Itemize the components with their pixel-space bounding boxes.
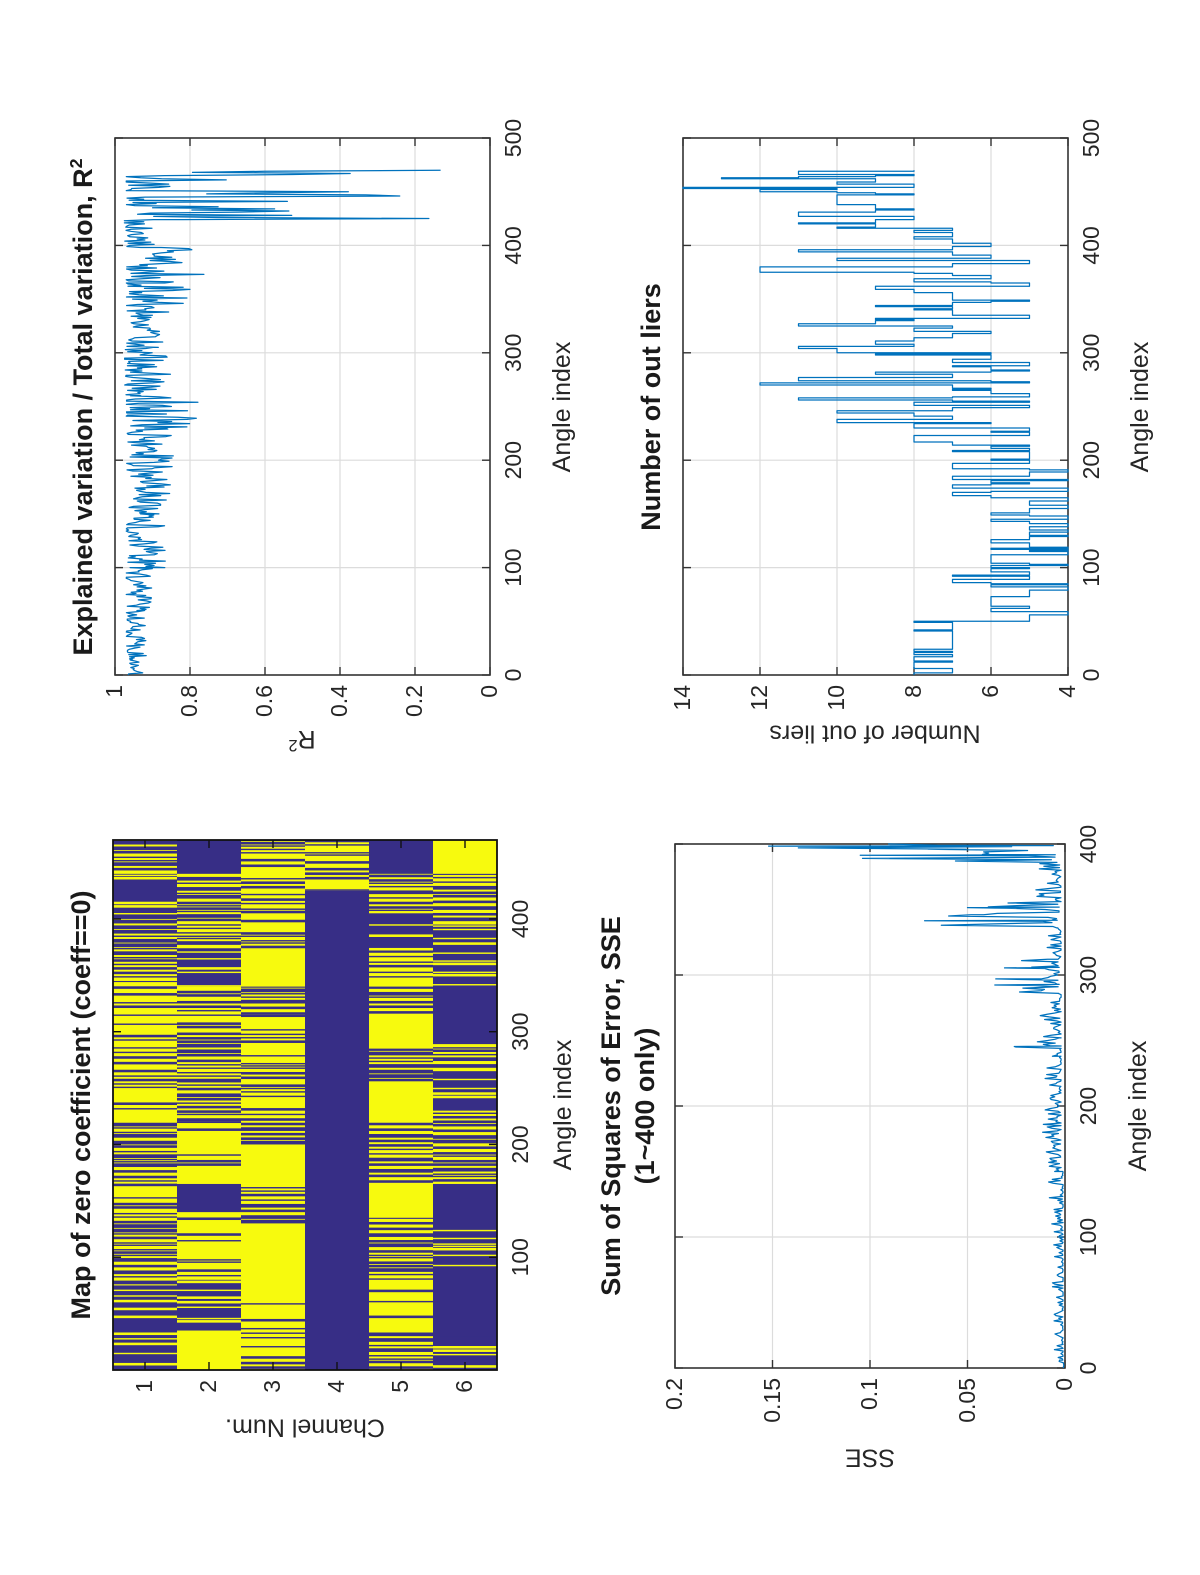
y-tick-label: 12 bbox=[746, 685, 772, 711]
map-xlabel: Angle index bbox=[549, 1039, 577, 1171]
y-tick-label: 4 bbox=[1054, 685, 1080, 698]
x-tick-label: 200 bbox=[507, 1125, 533, 1164]
x-tick-label: 300 bbox=[500, 333, 526, 372]
y-tick-label: 8 bbox=[900, 685, 926, 698]
y-tick-label: 0.2 bbox=[401, 685, 427, 717]
y-tick-label: 14 bbox=[669, 685, 695, 711]
x-tick-label: 400 bbox=[1075, 824, 1101, 864]
x-tick-label: 300 bbox=[1075, 955, 1101, 995]
r2-xlabel: Angle index bbox=[548, 341, 576, 473]
map-ylabel: Channel Num. bbox=[225, 1413, 385, 1442]
x-tick-label: 400 bbox=[500, 226, 526, 265]
y-tick-label: 3 bbox=[259, 1380, 285, 1393]
r2-line-plot bbox=[114, 137, 491, 676]
x-tick-label: 100 bbox=[507, 1238, 533, 1277]
x-tick-label: 400 bbox=[507, 899, 533, 939]
y-tick-label: 0.1 bbox=[856, 1378, 882, 1410]
map-title: Map of zero coefficient (coeff==0) bbox=[66, 890, 96, 1320]
y-tick-label: 6 bbox=[977, 685, 1003, 698]
x-tick-label: 200 bbox=[500, 441, 526, 480]
x-tick-label: 0 bbox=[500, 668, 526, 682]
x-tick-label: 100 bbox=[500, 548, 526, 587]
x-tick-label: 0 bbox=[1075, 1361, 1101, 1375]
sse-title-line1: Sum of Squares of Error, SSE bbox=[596, 916, 626, 1296]
y-tick-label: 4 bbox=[323, 1380, 349, 1393]
r2-title-superscript: 2 bbox=[66, 158, 86, 169]
y-tick-label: 1 bbox=[131, 1380, 157, 1393]
y-tick-label: 0.6 bbox=[251, 685, 277, 717]
outliers-xlabel: Angle index bbox=[1126, 341, 1154, 473]
y-tick-label: 0.05 bbox=[953, 1378, 980, 1423]
sse-title-line2: (1~400 only) bbox=[630, 1027, 660, 1185]
x-tick-label: 500 bbox=[500, 118, 526, 158]
outliers-title: Number of out liers bbox=[636, 283, 666, 531]
r2-ylabel: R2 bbox=[288, 724, 316, 755]
x-tick-label: 100 bbox=[1075, 1217, 1101, 1257]
y-tick-label: 0.8 bbox=[176, 685, 202, 717]
x-tick-label: 200 bbox=[1075, 1086, 1101, 1126]
sse-line-plot bbox=[674, 843, 1066, 1369]
x-tick-label: 400 bbox=[1078, 226, 1104, 265]
r2-title: Explained variation / Total variation, R… bbox=[66, 158, 98, 656]
y-tick-label: 0.4 bbox=[326, 685, 352, 717]
x-tick-label: 200 bbox=[1078, 441, 1104, 480]
x-tick-label: 300 bbox=[507, 1012, 533, 1051]
y-tick-label: 10 bbox=[823, 685, 849, 711]
y-tick-label: 6 bbox=[451, 1380, 477, 1393]
x-tick-label: 100 bbox=[1078, 548, 1104, 587]
y-tick-label: 2 bbox=[195, 1380, 221, 1393]
y-tick-label: 0 bbox=[1051, 1378, 1077, 1391]
y-tick-label: 1 bbox=[101, 685, 127, 698]
sse-xlabel: Angle index bbox=[1124, 1040, 1152, 1172]
y-tick-label: 0.2 bbox=[661, 1378, 687, 1410]
outliers-line-plot bbox=[682, 137, 1069, 676]
x-tick-label: 0 bbox=[1078, 668, 1104, 682]
y-tick-label: 0 bbox=[476, 685, 502, 698]
x-tick-label: 300 bbox=[1078, 333, 1104, 372]
y-tick-label: 0.15 bbox=[758, 1378, 785, 1423]
y-tick-label: 5 bbox=[387, 1380, 413, 1393]
zero-coeff-heatmap bbox=[112, 839, 498, 1371]
x-tick-label: 500 bbox=[1078, 118, 1104, 158]
outliers-ylabel: Number of out liers bbox=[769, 719, 981, 748]
